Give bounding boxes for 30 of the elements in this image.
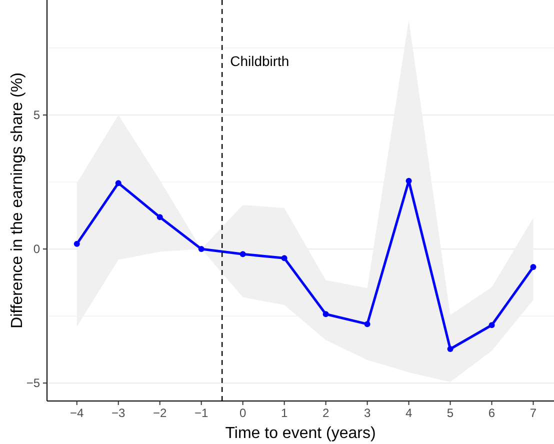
x-tick-label: 7 (530, 406, 537, 420)
x-tick-label: 3 (364, 406, 371, 420)
x-tick-label: 2 (322, 406, 330, 420)
point (364, 321, 370, 328)
ref-line-label: Childbirth (230, 53, 290, 69)
y-tick-label: −5 (26, 376, 40, 390)
point (240, 251, 246, 258)
x-tick-label: 1 (280, 406, 288, 420)
x-tick-label: 6 (488, 406, 496, 420)
point (281, 255, 288, 262)
x-tick-label: 4 (405, 406, 412, 420)
y-axis-title: Difference in the earnings share (%) (9, 72, 26, 328)
x-tick-label: −2 (153, 406, 168, 420)
x-tick-label: 5 (446, 406, 454, 420)
x-tick-label: 0 (239, 406, 246, 420)
y-tick-label: 5 (33, 108, 40, 122)
x-axis-title: Time to event (years) (225, 425, 376, 442)
point (115, 180, 122, 186)
point (447, 346, 454, 352)
point (74, 240, 80, 247)
point (198, 246, 204, 252)
x-tick-label: −3 (112, 406, 126, 420)
point (406, 178, 412, 184)
y-tick-label: 0 (33, 242, 40, 256)
x-tick-label: −4 (70, 406, 84, 420)
point (322, 311, 329, 318)
point (156, 214, 163, 220)
x-tick-label: −1 (194, 406, 209, 420)
point (530, 264, 536, 270)
point (488, 322, 495, 328)
